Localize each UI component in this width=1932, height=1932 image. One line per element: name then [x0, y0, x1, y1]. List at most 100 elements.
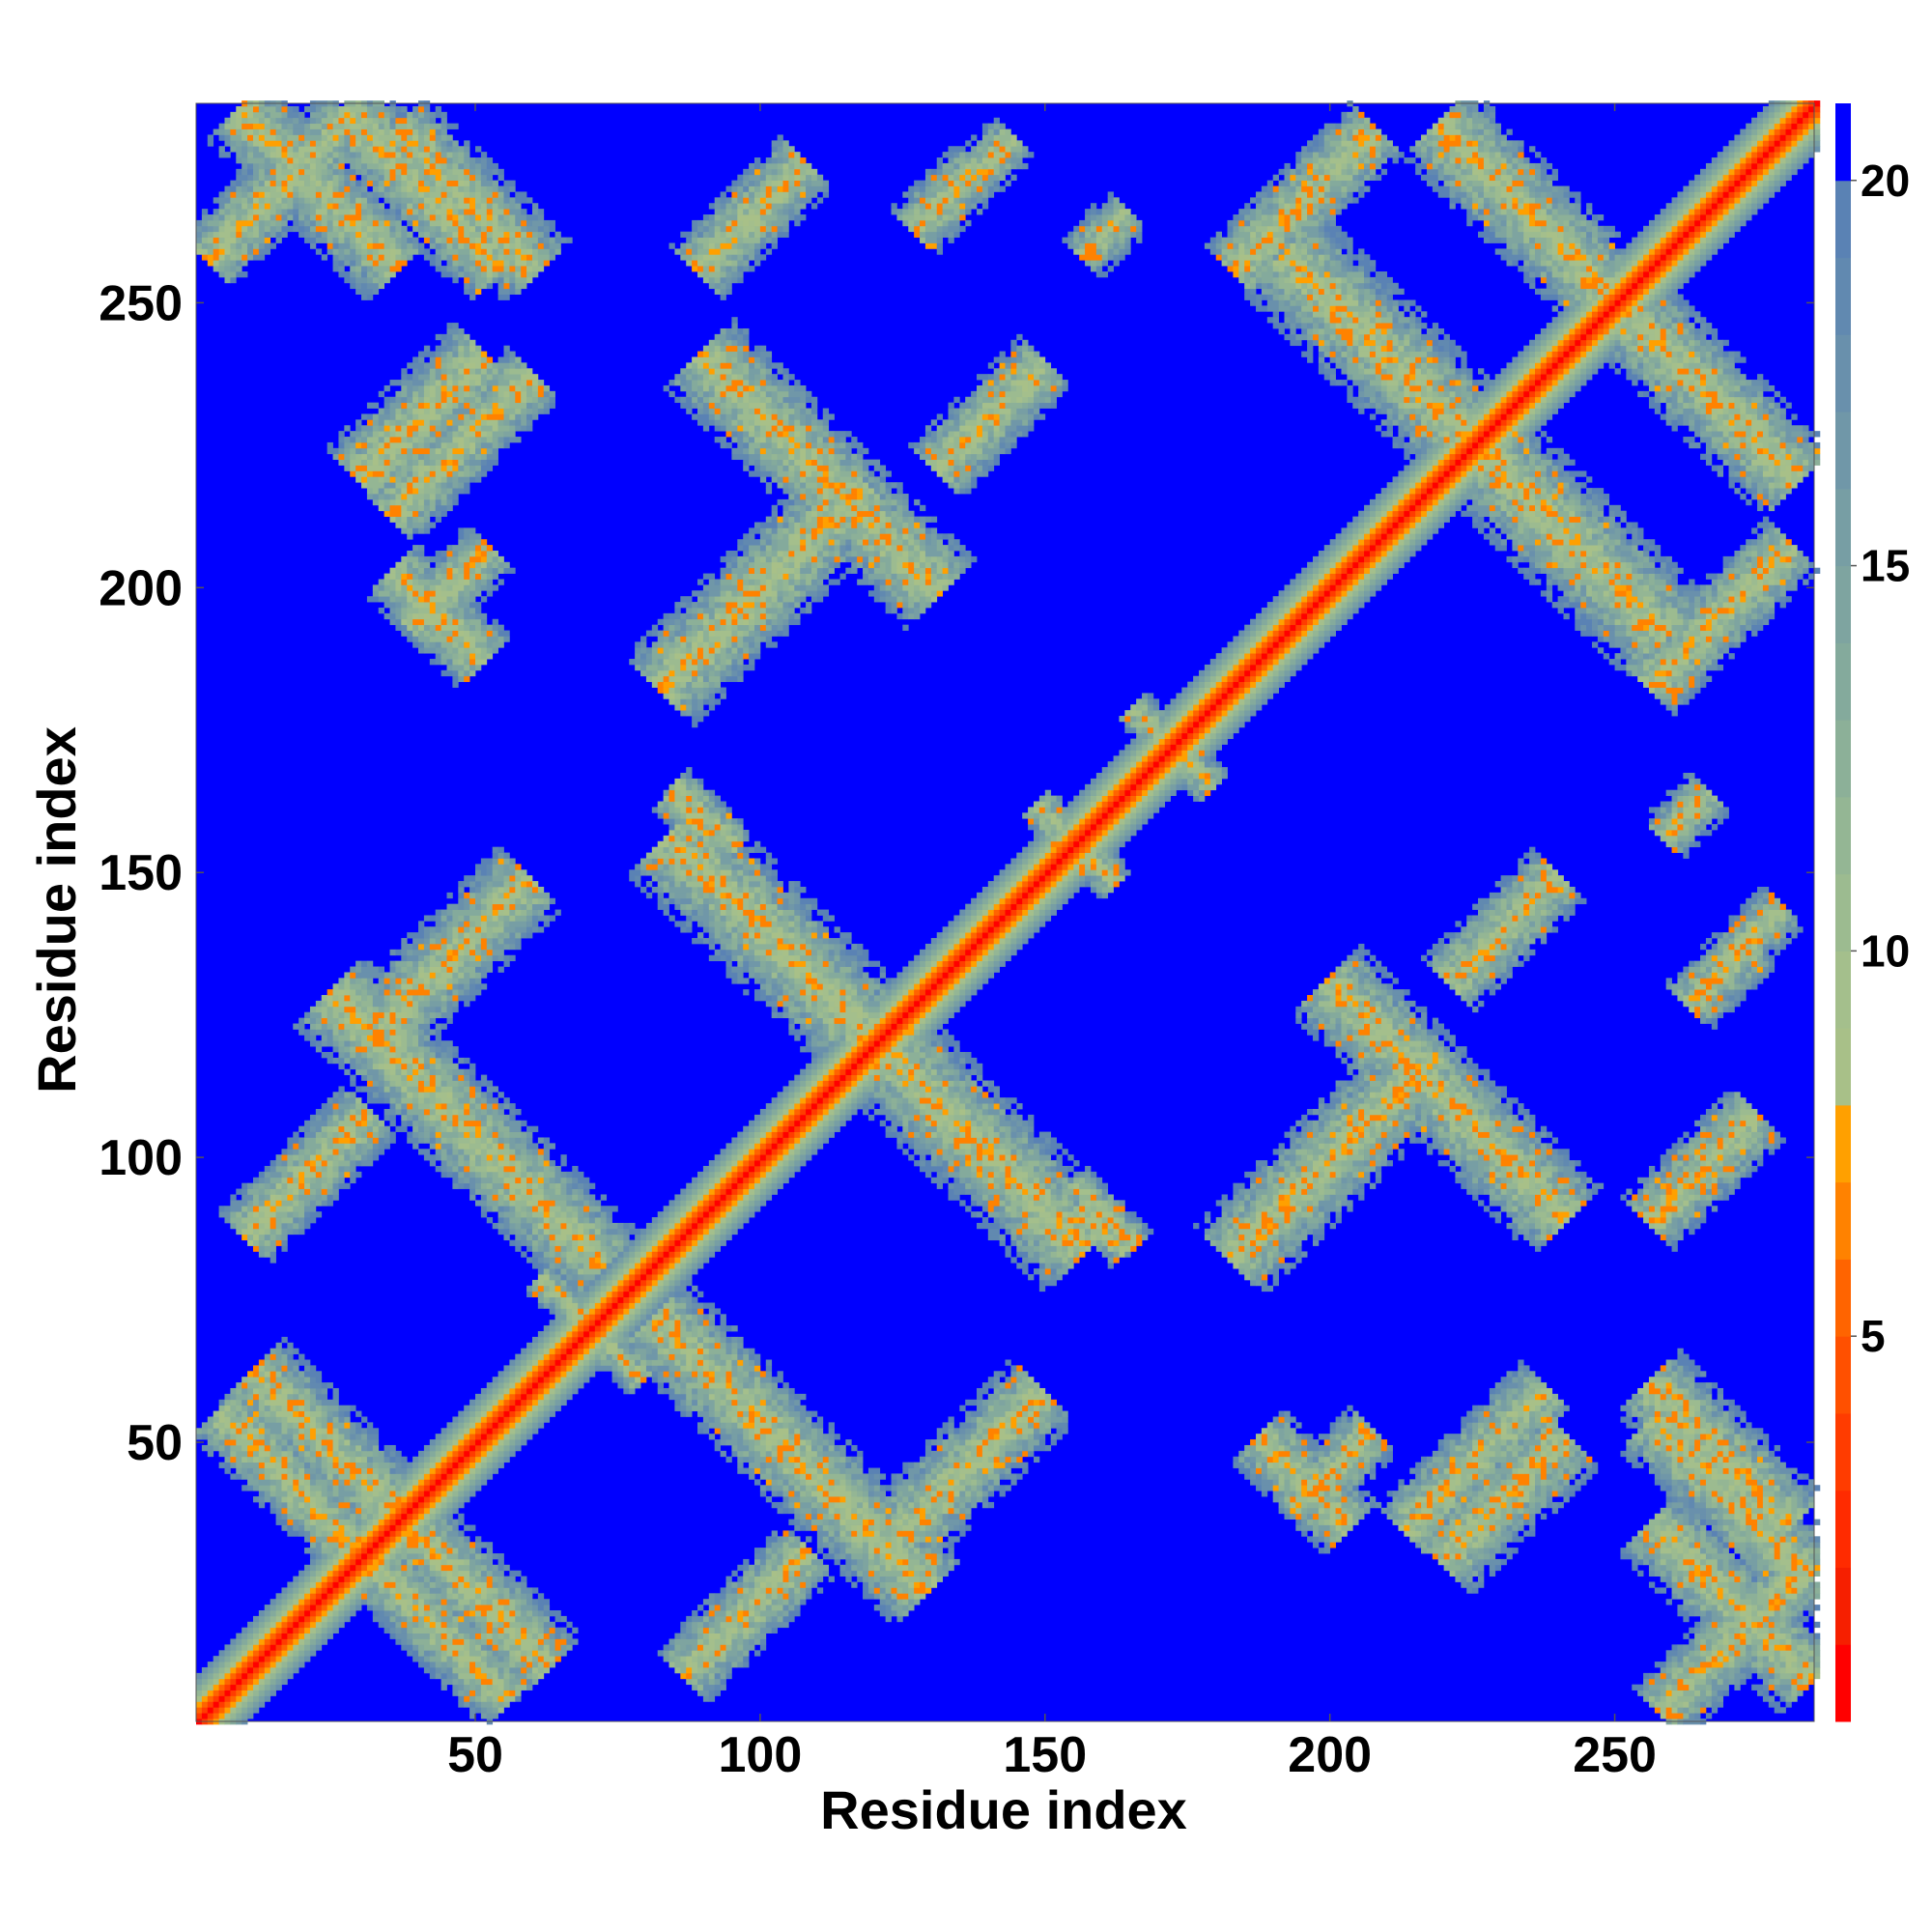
heatmap-cell — [497, 1444, 504, 1452]
heatmap-cell — [201, 1713, 209, 1719]
heatmap-cell — [697, 1690, 710, 1696]
heatmap-cell — [412, 1501, 419, 1509]
heatmap-cell — [1295, 1501, 1302, 1509]
heatmap-cell — [1449, 1542, 1456, 1548]
heatmap-cell — [458, 1581, 465, 1588]
heatmap-cell — [896, 1587, 903, 1594]
heatmap-cell — [418, 1462, 425, 1468]
heatmap-cell — [378, 1553, 385, 1560]
heatmap-cell — [309, 1650, 317, 1657]
heatmap-cell — [537, 1656, 545, 1662]
heatmap-cell — [509, 1690, 516, 1696]
heatmap-cell — [702, 1610, 710, 1617]
heatmap-cell — [1637, 1439, 1644, 1446]
heatmap-cell — [1660, 1519, 1672, 1525]
heatmap-cell — [1768, 1548, 1776, 1554]
heatmap-cell — [304, 1536, 311, 1543]
heatmap-cell — [863, 1485, 869, 1492]
heatmap-cell — [366, 1581, 374, 1588]
heatmap-cell — [1637, 1434, 1644, 1440]
heatmap-cell — [515, 1690, 522, 1696]
heatmap-cell — [446, 1507, 453, 1515]
heatmap-cell — [475, 1462, 482, 1468]
heatmap-cell — [891, 1587, 897, 1594]
heatmap-cell — [355, 1519, 362, 1525]
heatmap-cell — [281, 1615, 288, 1623]
heatmap-cell — [1774, 1491, 1780, 1497]
heatmap-cell — [1746, 1501, 1752, 1509]
heatmap-cell — [509, 1650, 516, 1657]
heatmap-cell — [435, 1491, 441, 1497]
heatmap-cell — [1791, 1491, 1798, 1497]
heatmap-cell — [1762, 1587, 1770, 1594]
heatmap-cell — [1665, 1444, 1672, 1452]
heatmap-cell — [423, 1576, 431, 1582]
heatmap-cell — [702, 1627, 710, 1634]
heatmap-cell — [521, 1638, 539, 1645]
heatmap-cell — [987, 1428, 1000, 1435]
heatmap-cell — [759, 1621, 767, 1629]
heatmap-cell — [845, 1513, 852, 1520]
heatmap-cell — [908, 1570, 915, 1577]
heatmap-cell — [1740, 1599, 1752, 1605]
heatmap-cell — [1694, 1570, 1701, 1577]
heatmap-cell — [549, 1627, 555, 1634]
heatmap-cell — [458, 1690, 465, 1696]
heatmap-cell — [350, 1581, 356, 1588]
heatmap-cell — [1512, 1519, 1519, 1525]
heatmap-cell — [242, 1473, 248, 1480]
heatmap-cell — [959, 1530, 966, 1537]
heatmap-cell — [486, 1548, 494, 1554]
heatmap-cell — [806, 1479, 812, 1486]
heatmap-cell — [298, 1524, 305, 1531]
heatmap-cell — [270, 1473, 276, 1480]
heatmap-cell — [743, 1570, 750, 1577]
heatmap-cell — [857, 1462, 864, 1468]
heatmap-cell — [1774, 1684, 1780, 1690]
heatmap-cell — [503, 1605, 510, 1611]
heatmap-cell — [930, 1564, 938, 1572]
heatmap-cell — [418, 1524, 425, 1531]
heatmap-cell — [782, 1542, 789, 1548]
heatmap-cell — [702, 1633, 710, 1639]
heatmap-cell — [1814, 1558, 1821, 1566]
heatmap-cell — [1746, 1456, 1752, 1463]
heatmap-cell — [1671, 1656, 1678, 1662]
heatmap-cell — [885, 1519, 892, 1525]
heatmap-cell — [480, 1439, 488, 1446]
heatmap-cell — [942, 1428, 949, 1435]
heatmap-cell — [435, 1605, 441, 1611]
heatmap-cell — [1478, 1519, 1491, 1525]
heatmap-cell — [287, 1450, 294, 1458]
heatmap-cell — [321, 1593, 328, 1600]
heatmap-cell — [247, 1633, 254, 1639]
heatmap-cell — [863, 1576, 869, 1582]
heatmap-cell — [1654, 1542, 1662, 1548]
heatmap-cell — [1506, 1491, 1519, 1497]
heatmap-cell — [247, 1467, 254, 1474]
heatmap-cell — [936, 1507, 944, 1515]
heatmap-cell — [293, 1524, 299, 1531]
heatmap-cell — [1005, 1450, 1017, 1458]
heatmap-cell — [218, 1666, 225, 1674]
heatmap-cell — [1751, 1530, 1758, 1537]
heatmap-cell — [1734, 1485, 1741, 1492]
heatmap-cell — [492, 1428, 498, 1435]
heatmap-cell — [389, 1485, 396, 1492]
heatmap-cell — [1700, 1610, 1707, 1617]
heatmap-cell — [1711, 1695, 1719, 1702]
heatmap-cell — [384, 1501, 402, 1509]
heatmap-cell — [749, 1627, 755, 1634]
heatmap-cell — [327, 1485, 333, 1492]
heatmap-cell — [1660, 1536, 1667, 1543]
heatmap-cell — [258, 1662, 266, 1668]
heatmap-cell — [207, 1695, 214, 1702]
heatmap-cell — [361, 1496, 368, 1503]
heatmap-cell — [1483, 1513, 1491, 1520]
heatmap-cell — [213, 1707, 219, 1714]
heatmap-cell — [1757, 1662, 1764, 1668]
heatmap-cell — [771, 1473, 778, 1480]
heatmap-cell — [1791, 1599, 1798, 1605]
heatmap-cell — [1421, 1467, 1428, 1474]
heatmap-cell — [1677, 1450, 1684, 1458]
